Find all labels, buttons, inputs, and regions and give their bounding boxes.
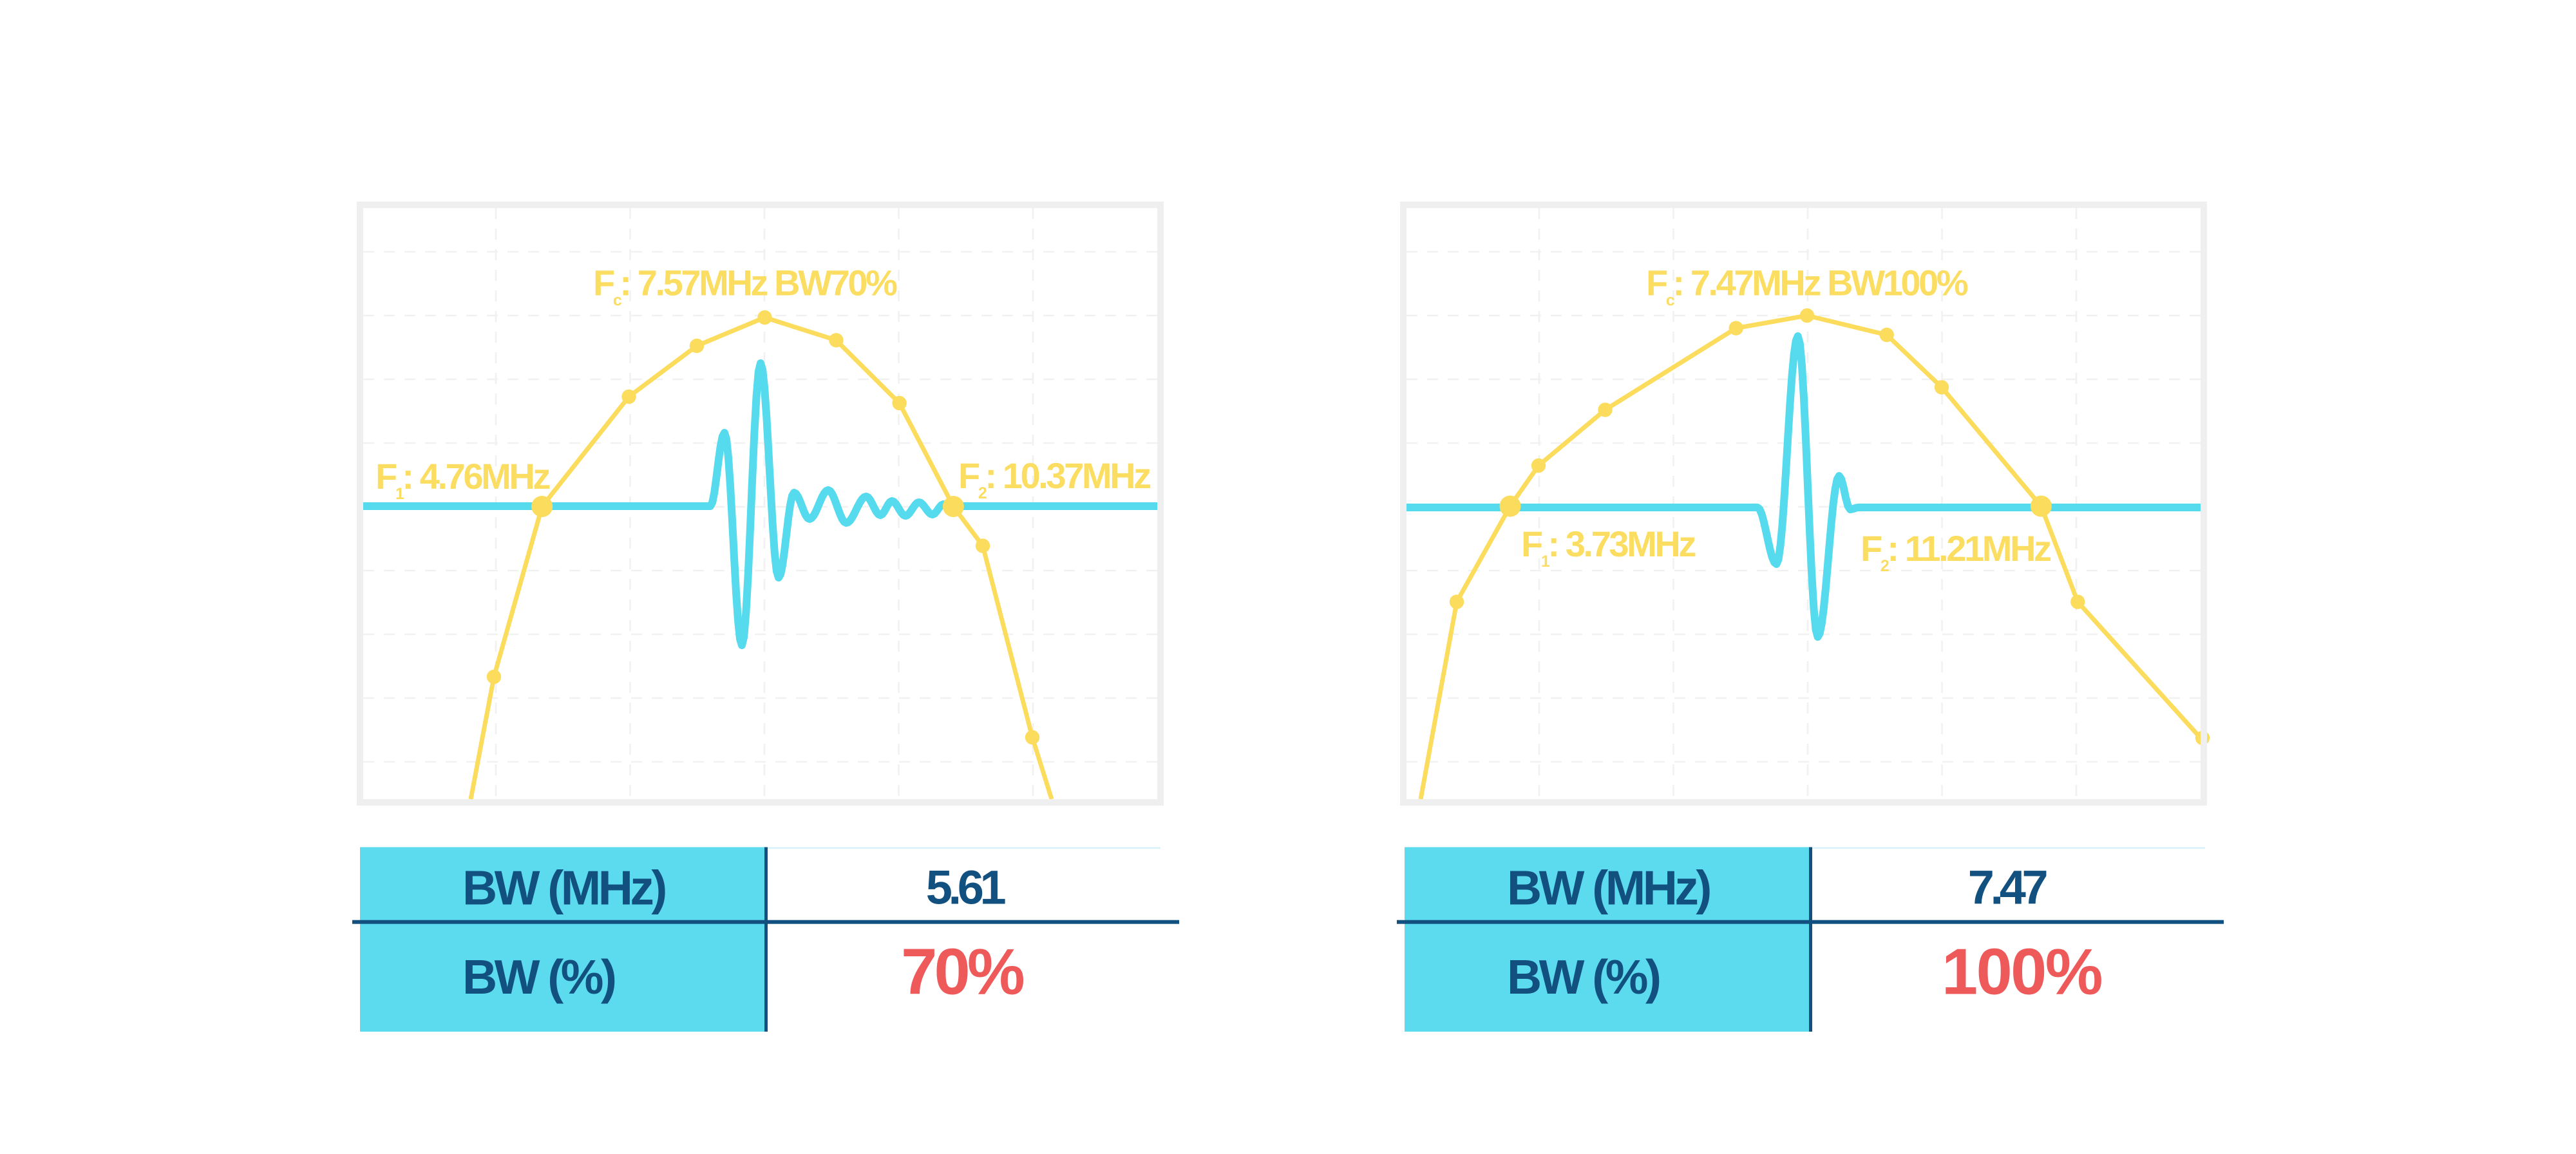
svg-text:5.61: 5.61: [926, 861, 1006, 914]
svg-text:BW (%): BW (%): [1507, 950, 1660, 1004]
svg-text:F2: 10.37MHz: F2: 10.37MHz: [958, 455, 1150, 502]
svg-text:BW (MHz): BW (MHz): [462, 861, 665, 915]
svg-text:70%: 70%: [901, 936, 1024, 1008]
svg-text:BW (MHz): BW (MHz): [1507, 861, 1710, 915]
svg-text:F2: 11.21MHz: F2: 11.21MHz: [1861, 528, 2050, 575]
svg-text:BW (%): BW (%): [462, 950, 615, 1004]
svg-text:100%: 100%: [1942, 936, 2102, 1008]
svg-text:Fc: 7.47MHz BW100%: Fc: 7.47MHz BW100%: [1646, 263, 1968, 310]
svg-text:7.47: 7.47: [1968, 861, 2047, 914]
svg-text:F1: 3.73MHz: F1: 3.73MHz: [1521, 524, 1695, 571]
svg-text:Fc: 7.57MHz BW70%: Fc: 7.57MHz BW70%: [593, 263, 897, 310]
svg-text:F1: 4.76MHz: F1: 4.76MHz: [375, 456, 549, 503]
